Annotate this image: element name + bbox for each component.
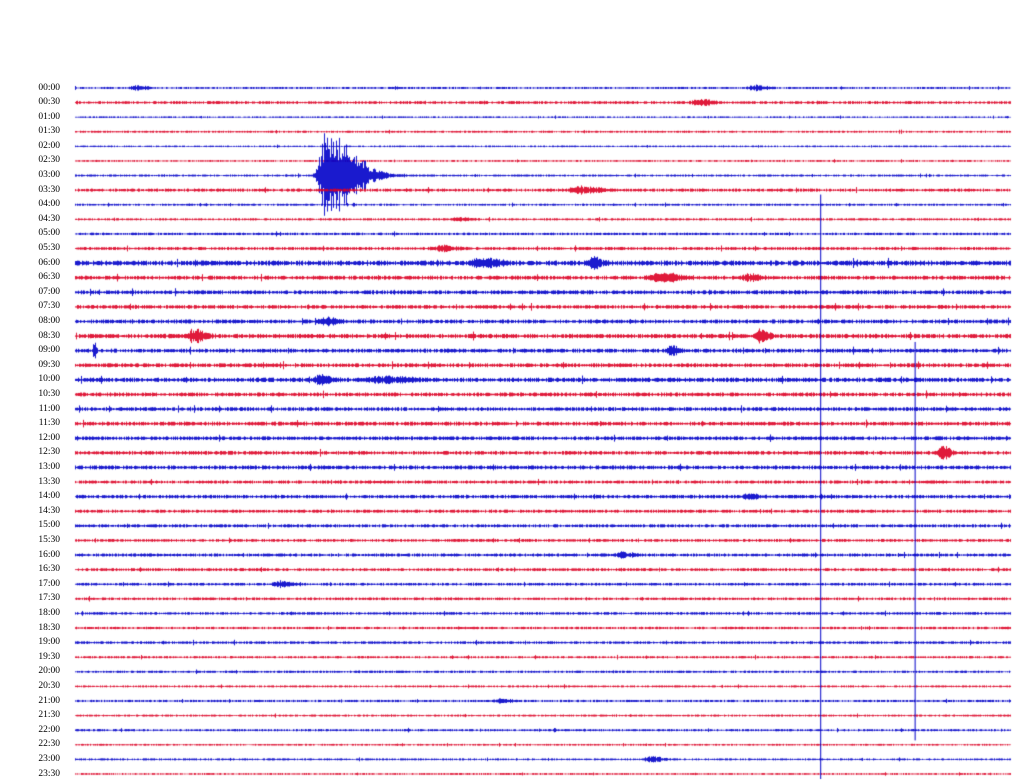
trace-time-label: 23:30 — [38, 768, 60, 779]
trace-time-label: 20:30 — [38, 680, 60, 691]
trace-time-label: 15:00 — [38, 520, 60, 531]
trace-time-label: 21:00 — [38, 695, 60, 706]
trace-time-label: 10:00 — [38, 374, 60, 385]
trace-time-label: 03:30 — [38, 184, 60, 195]
trace-time-label: 11:00 — [38, 403, 60, 414]
trace-time-label: 01:30 — [38, 126, 60, 137]
trace-time-label: 04:00 — [38, 199, 60, 210]
trace-time-label: 07:30 — [38, 301, 60, 312]
trace-time-label: 22:00 — [38, 724, 60, 735]
trace-time-labels: 00:00 00:30 01:00 01:30 02:00 02:30 03:00 03:30… — [0, 0, 60, 780]
trace-time-label: 14:00 — [38, 491, 60, 502]
trace-time-label: 09:30 — [38, 359, 60, 370]
trace-time-label: 12:30 — [38, 447, 60, 458]
trace-time-label: 18:30 — [38, 622, 60, 633]
trace-time-label: 06:00 — [38, 257, 60, 268]
trace-time-label: 19:30 — [38, 651, 60, 662]
trace-time-label: 05:00 — [38, 228, 60, 239]
trace-time-label: 20:00 — [38, 666, 60, 677]
trace-time-label: 17:00 — [38, 578, 60, 589]
trace-time-label: 14:30 — [38, 505, 60, 516]
trace-time-label: 07:00 — [38, 286, 60, 297]
trace-time-label: 08:30 — [38, 330, 60, 341]
trace-time-label: 12:00 — [38, 432, 60, 443]
trace-time-label: 13:30 — [38, 476, 60, 487]
trace-time-label: 19:00 — [38, 637, 60, 648]
trace-time-label: 04:30 — [38, 213, 60, 224]
trace-time-label: 02:30 — [38, 155, 60, 166]
trace-time-label: 16:30 — [38, 564, 60, 575]
trace-time-label: 10:30 — [38, 389, 60, 399]
trace-time-label: 02:00 — [38, 140, 60, 151]
trace-time-label: 03:00 — [38, 170, 60, 181]
trace-time-label: 00:00 — [38, 82, 60, 93]
trace-time-label: 09:00 — [38, 345, 60, 356]
trace-time-label: 05:30 — [38, 243, 60, 254]
trace-time-label: 06:30 — [38, 272, 60, 283]
trace-time-label: 08:00 — [38, 316, 60, 327]
trace-time-label: 13:00 — [38, 461, 60, 472]
trace-time-label: 16:00 — [38, 549, 60, 560]
trace-time-label: 17:30 — [38, 593, 60, 604]
trace-time-label: 01:00 — [38, 111, 60, 122]
trace-time-label: 23:00 — [38, 753, 60, 764]
trace-time-label: 15:30 — [38, 534, 60, 545]
trace-time-label: 11:30 — [38, 418, 60, 429]
trace-time-label: 22:30 — [38, 739, 60, 750]
trace-time-label: 00:30 — [38, 97, 60, 108]
trace-time-label: 18:00 — [38, 607, 60, 618]
trace-time-label: 21:30 — [38, 710, 60, 721]
